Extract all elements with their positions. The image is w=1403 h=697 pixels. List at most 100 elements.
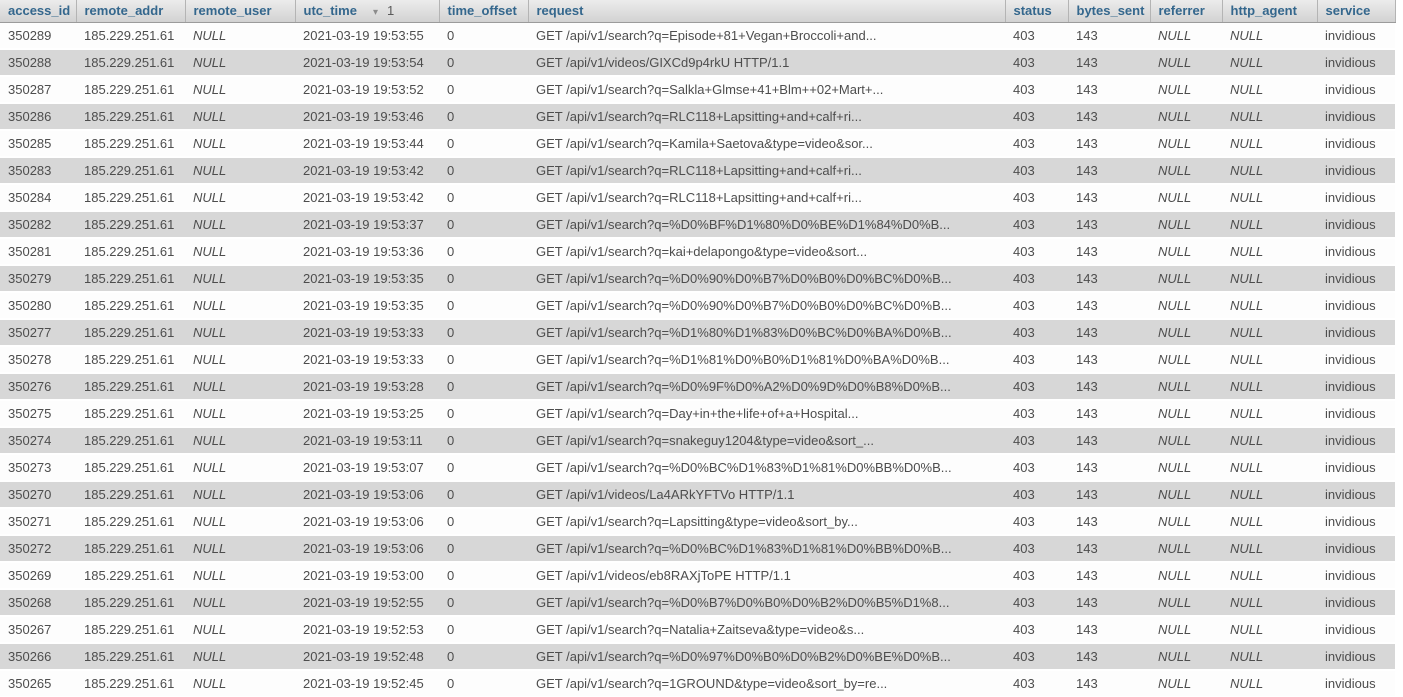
cell-bytes_sent[interactable]: 143	[1068, 265, 1150, 293]
cell-time_offset[interactable]: 0	[439, 454, 528, 482]
cell-access_id[interactable]: 350288	[0, 49, 76, 77]
cell-bytes_sent[interactable]: 143	[1068, 157, 1150, 185]
cell-referrer[interactable]: NULL	[1150, 319, 1222, 347]
cell-service[interactable]: invidious	[1317, 481, 1395, 509]
cell-utc_time[interactable]: 2021-03-19 19:53:46	[295, 103, 439, 131]
cell-time_offset[interactable]: 0	[439, 292, 528, 320]
cell-http_agent[interactable]: NULL	[1222, 292, 1317, 320]
cell-status[interactable]: 403	[1005, 103, 1068, 131]
column-header-service[interactable]: service	[1316, 0, 1396, 23]
cell-referrer[interactable]: NULL	[1150, 346, 1222, 374]
table-row[interactable]: 350278 185.229.251.61 NULL 2021-03-19 19:53…	[0, 346, 1395, 374]
cell-status[interactable]: 403	[1005, 373, 1068, 401]
cell-access_id[interactable]: 350289	[0, 22, 76, 50]
cell-http_agent[interactable]: NULL	[1222, 238, 1317, 266]
cell-status[interactable]: 403	[1005, 157, 1068, 185]
cell-request[interactable]: GET /api/v1/search?q=%D0%BF%D1%80%D0%BE%…	[528, 211, 1005, 239]
cell-remote_user[interactable]: NULL	[185, 211, 295, 239]
cell-remote_user[interactable]: NULL	[185, 535, 295, 563]
cell-request[interactable]: GET /api/v1/search?q=%D0%97%D0%B0%D0%B2%…	[528, 643, 1005, 671]
cell-request[interactable]: GET /api/v1/search?q=%D1%80%D1%83%D0%BC%…	[528, 319, 1005, 347]
cell-referrer[interactable]: NULL	[1150, 400, 1222, 428]
column-header-remote_addr[interactable]: remote_addr	[75, 0, 186, 23]
cell-remote_user[interactable]: NULL	[185, 508, 295, 536]
cell-remote_user[interactable]: NULL	[185, 400, 295, 428]
cell-utc_time[interactable]: 2021-03-19 19:53:25	[295, 400, 439, 428]
cell-status[interactable]: 403	[1005, 454, 1068, 482]
cell-request[interactable]: GET /api/v1/videos/GIXCd9p4rkU HTTP/1.1	[528, 49, 1005, 77]
table-row[interactable]: 350288 185.229.251.61 NULL 2021-03-19 19:53…	[0, 49, 1395, 77]
cell-time_offset[interactable]: 0	[439, 319, 528, 347]
cell-status[interactable]: 403	[1005, 427, 1068, 455]
cell-remote_user[interactable]: NULL	[185, 22, 295, 50]
cell-remote_addr[interactable]: 185.229.251.61	[76, 265, 185, 293]
cell-time_offset[interactable]: 0	[439, 22, 528, 50]
cell-bytes_sent[interactable]: 143	[1068, 22, 1150, 50]
cell-bytes_sent[interactable]: 143	[1068, 76, 1150, 104]
cell-remote_addr[interactable]: 185.229.251.61	[76, 670, 185, 697]
cell-http_agent[interactable]: NULL	[1222, 589, 1317, 617]
table-row[interactable]: 350275 185.229.251.61 NULL 2021-03-19 19:53…	[0, 400, 1395, 428]
cell-referrer[interactable]: NULL	[1150, 454, 1222, 482]
table-row[interactable]: 350270 185.229.251.61 NULL 2021-03-19 19:53…	[0, 481, 1395, 509]
cell-utc_time[interactable]: 2021-03-19 19:53:37	[295, 211, 439, 239]
table-row[interactable]: 350276 185.229.251.61 NULL 2021-03-19 19:53…	[0, 373, 1395, 401]
cell-remote_user[interactable]: NULL	[185, 643, 295, 671]
cell-utc_time[interactable]: 2021-03-19 19:53:42	[295, 157, 439, 185]
table-row[interactable]: 350287 185.229.251.61 NULL 2021-03-19 19:53…	[0, 76, 1395, 104]
cell-service[interactable]: invidious	[1317, 562, 1395, 590]
table-row[interactable]: 350280 185.229.251.61 NULL 2021-03-19 19:53…	[0, 292, 1395, 320]
cell-request[interactable]: GET /api/v1/search?q=%D0%9F%D0%A2%D0%9D%…	[528, 373, 1005, 401]
cell-time_offset[interactable]: 0	[439, 535, 528, 563]
cell-service[interactable]: invidious	[1317, 157, 1395, 185]
cell-remote_addr[interactable]: 185.229.251.61	[76, 184, 185, 212]
cell-service[interactable]: invidious	[1317, 211, 1395, 239]
cell-time_offset[interactable]: 0	[439, 562, 528, 590]
cell-remote_user[interactable]: NULL	[185, 49, 295, 77]
cell-service[interactable]: invidious	[1317, 130, 1395, 158]
cell-access_id[interactable]: 350279	[0, 265, 76, 293]
cell-status[interactable]: 403	[1005, 22, 1068, 50]
cell-referrer[interactable]: NULL	[1150, 481, 1222, 509]
cell-bytes_sent[interactable]: 143	[1068, 49, 1150, 77]
cell-utc_time[interactable]: 2021-03-19 19:53:11	[295, 427, 439, 455]
cell-remote_addr[interactable]: 185.229.251.61	[76, 22, 185, 50]
table-row[interactable]: 350265 185.229.251.61 NULL 2021-03-19 19:52…	[0, 670, 1395, 697]
cell-time_offset[interactable]: 0	[439, 616, 528, 644]
cell-bytes_sent[interactable]: 143	[1068, 481, 1150, 509]
cell-access_id[interactable]: 350287	[0, 76, 76, 104]
cell-service[interactable]: invidious	[1317, 238, 1395, 266]
cell-access_id[interactable]: 350275	[0, 400, 76, 428]
cell-status[interactable]: 403	[1005, 508, 1068, 536]
cell-service[interactable]: invidious	[1317, 616, 1395, 644]
cell-bytes_sent[interactable]: 143	[1068, 130, 1150, 158]
cell-utc_time[interactable]: 2021-03-19 19:52:55	[295, 589, 439, 617]
cell-http_agent[interactable]: NULL	[1222, 454, 1317, 482]
cell-request[interactable]: GET /api/v1/search?q=RLC118+Lapsitting+a…	[528, 184, 1005, 212]
cell-access_id[interactable]: 350278	[0, 346, 76, 374]
cell-service[interactable]: invidious	[1317, 427, 1395, 455]
table-row[interactable]: 350267 185.229.251.61 NULL 2021-03-19 19:52…	[0, 616, 1395, 644]
cell-remote_user[interactable]: NULL	[185, 346, 295, 374]
cell-referrer[interactable]: NULL	[1150, 103, 1222, 131]
cell-access_id[interactable]: 350267	[0, 616, 76, 644]
cell-utc_time[interactable]: 2021-03-19 19:53:36	[295, 238, 439, 266]
cell-time_offset[interactable]: 0	[439, 265, 528, 293]
cell-referrer[interactable]: NULL	[1150, 130, 1222, 158]
cell-referrer[interactable]: NULL	[1150, 238, 1222, 266]
cell-referrer[interactable]: NULL	[1150, 535, 1222, 563]
cell-http_agent[interactable]: NULL	[1222, 103, 1317, 131]
cell-request[interactable]: GET /api/v1/search?q=%D1%81%D0%B0%D1%81%…	[528, 346, 1005, 374]
cell-request[interactable]: GET /api/v1/search?q=Episode+81+Vegan+Br…	[528, 22, 1005, 50]
cell-service[interactable]: invidious	[1317, 535, 1395, 563]
cell-utc_time[interactable]: 2021-03-19 19:53:33	[295, 319, 439, 347]
cell-service[interactable]: invidious	[1317, 265, 1395, 293]
cell-time_offset[interactable]: 0	[439, 76, 528, 104]
cell-request[interactable]: GET /api/v1/search?q=%D0%90%D0%B7%D0%B0%…	[528, 265, 1005, 293]
cell-http_agent[interactable]: NULL	[1222, 49, 1317, 77]
cell-remote_addr[interactable]: 185.229.251.61	[76, 616, 185, 644]
cell-time_offset[interactable]: 0	[439, 481, 528, 509]
cell-time_offset[interactable]: 0	[439, 400, 528, 428]
cell-request[interactable]: GET /api/v1/search?q=%D0%BC%D1%83%D1%81%…	[528, 535, 1005, 563]
cell-referrer[interactable]: NULL	[1150, 589, 1222, 617]
